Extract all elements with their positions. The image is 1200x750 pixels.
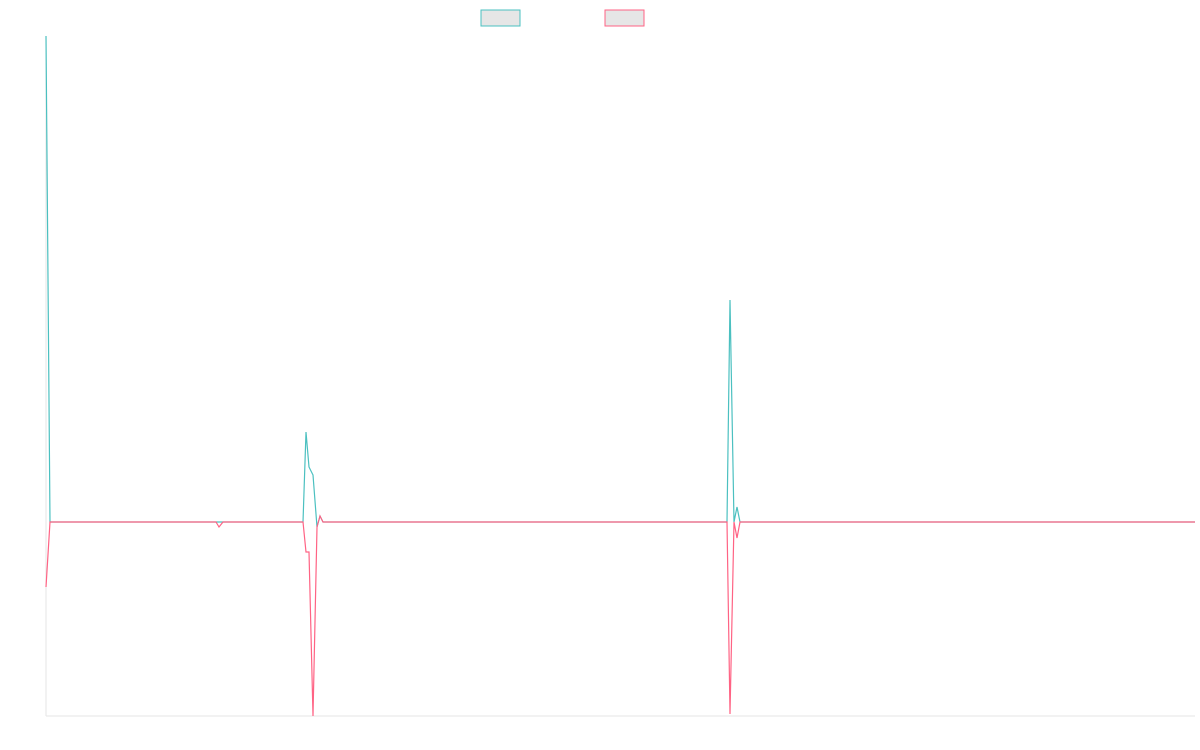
legend-swatch[interactable]: [604, 9, 645, 27]
line-series: [45, 35, 1195, 528]
line-series: [45, 514, 1195, 717]
legend-swatch[interactable]: [480, 9, 521, 27]
